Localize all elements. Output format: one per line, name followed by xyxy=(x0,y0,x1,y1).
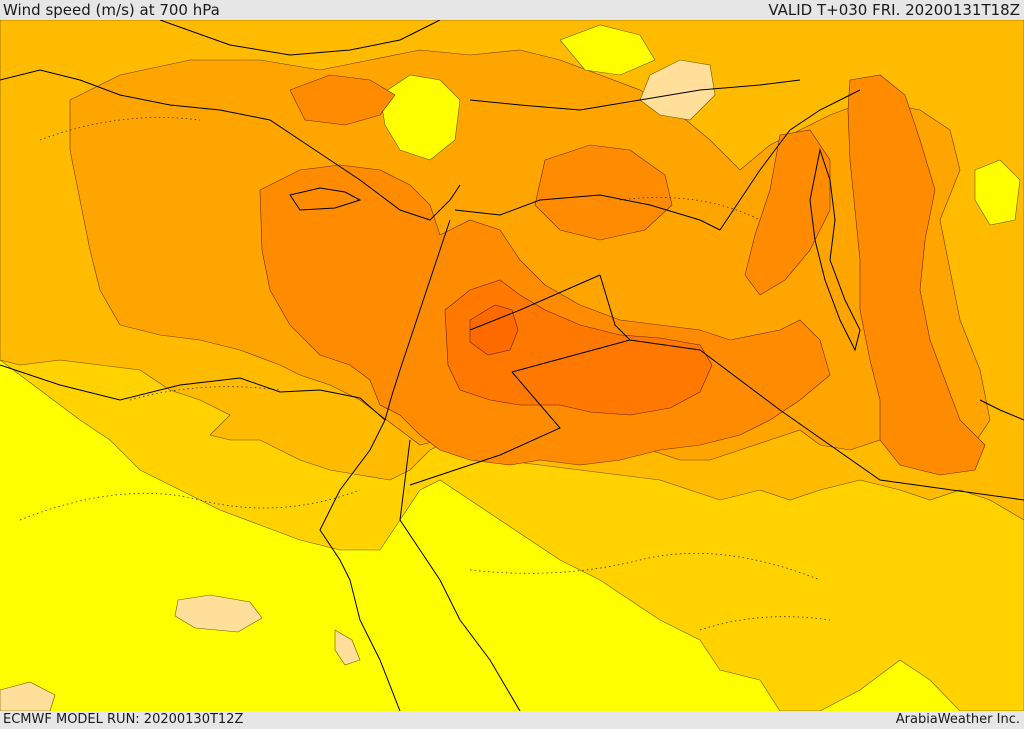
wind-speed-map[interactable] xyxy=(0,20,1024,711)
dotted-isolines xyxy=(19,117,831,631)
valid-time: VALID T+030 FRI. 20200131T18Z xyxy=(768,1,1020,19)
wind-band-light xyxy=(0,681,56,711)
wind-band-dark-orange xyxy=(534,144,673,241)
header-bar: Wind speed (m/s) at 700 hPa VALID T+030 … xyxy=(0,0,1024,20)
model-run: ECMWF MODEL RUN: 20200130T12Z xyxy=(3,712,244,727)
footer-bar: ECMWF MODEL RUN: 20200130T12Z ArabiaWeat… xyxy=(0,711,1024,729)
wind-band-dark-orange xyxy=(744,129,831,296)
wind-band-deep-orange xyxy=(469,304,519,356)
country-borders xyxy=(409,79,1024,501)
wind-band-yellow-pocket xyxy=(379,74,461,161)
wind-band-yellow-pocket xyxy=(559,24,656,76)
coastlines xyxy=(0,20,1024,711)
wind-band-light xyxy=(639,59,716,121)
wind-band-yellow-pocket xyxy=(974,159,1021,226)
map-title: Wind speed (m/s) at 700 hPa xyxy=(3,1,220,19)
map-canvas xyxy=(0,20,1024,711)
wind-band-light xyxy=(174,594,263,633)
wind-band-light xyxy=(334,629,361,666)
wind-band-dark-orange xyxy=(289,74,396,126)
credit-label: ArabiaWeather Inc. xyxy=(895,712,1020,727)
wind-band-dark-orange xyxy=(847,74,986,476)
